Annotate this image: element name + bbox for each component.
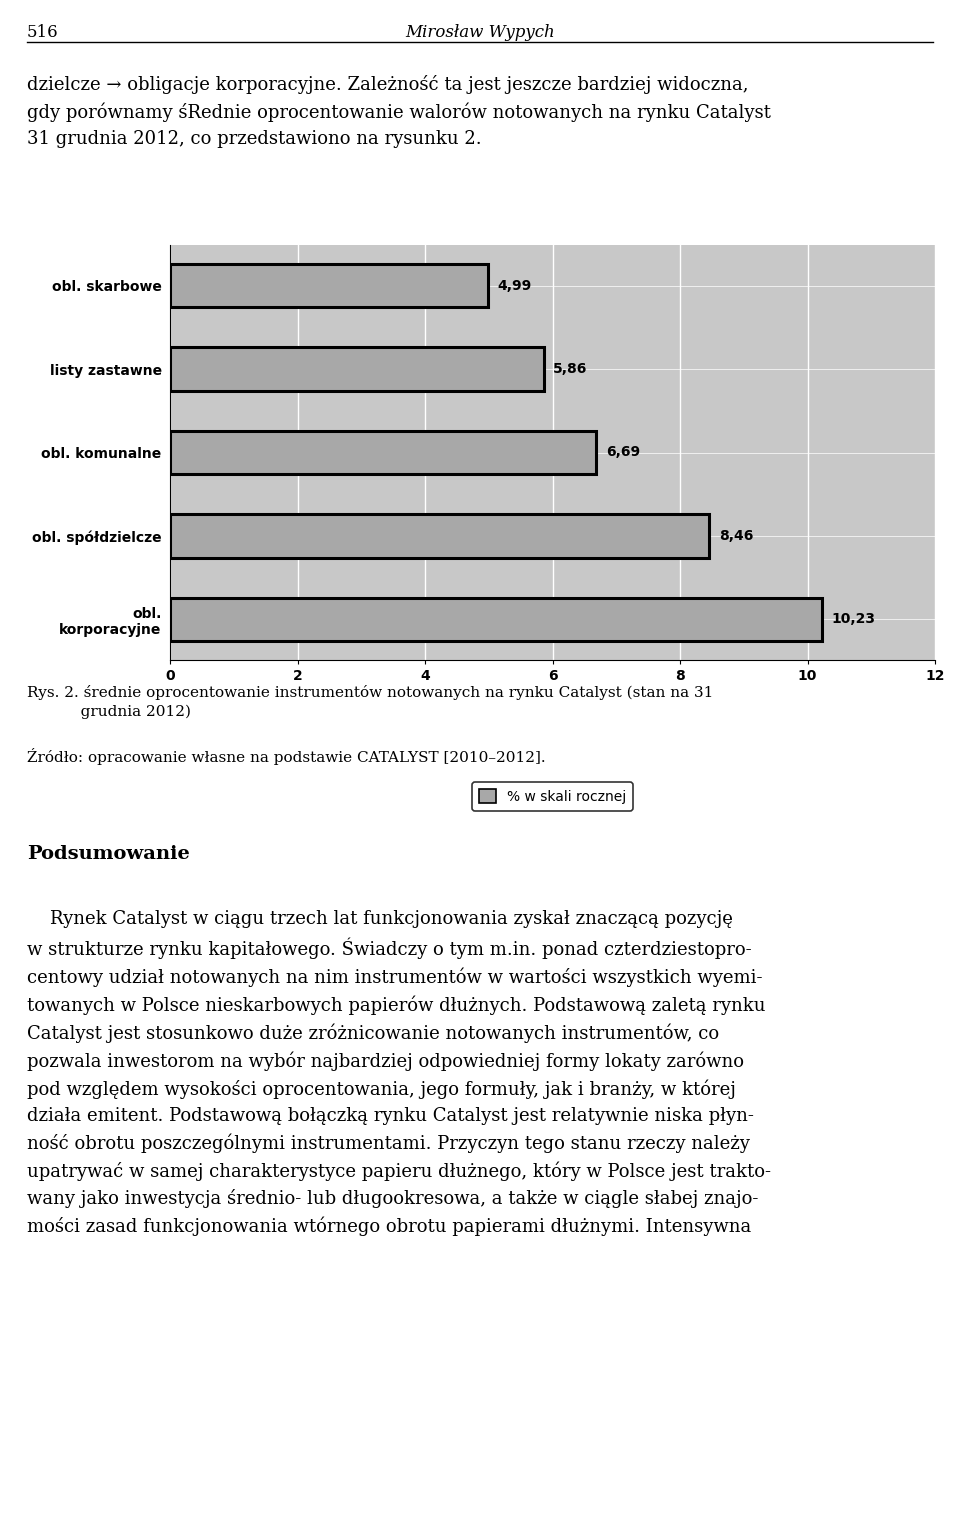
Text: dzielcze → obligacje korporacyjne. Zależność ta jest jeszcze bardziej widoczna,
: dzielcze → obligacje korporacyjne. Zależ… (27, 74, 771, 147)
Text: 10,23: 10,23 (831, 613, 876, 626)
Text: 5,86: 5,86 (553, 362, 588, 375)
Bar (170, 264, 488, 307)
Text: Rynek Catalyst w ciągu trzech lat funkcjonowania zyskał znaczącą pozycję
w struk: Rynek Catalyst w ciągu trzech lat funkcj… (27, 910, 771, 1236)
Bar (170, 430, 596, 474)
Text: 516: 516 (27, 24, 59, 41)
Bar (170, 597, 822, 641)
Text: Mirosław Wypych: Mirosław Wypych (405, 24, 555, 41)
Bar (170, 514, 709, 558)
Text: Źródło: opracowanie własne na podstawie CATALYST [2010–2012].: Źródło: opracowanie własne na podstawie … (27, 748, 545, 765)
Text: Rys. 2. średnie oprocentowanie instrumentów notowanych na rynku Catalyst (stan n: Rys. 2. średnie oprocentowanie instrumen… (27, 686, 713, 719)
Bar (170, 348, 543, 391)
Text: Podsumowanie: Podsumowanie (27, 845, 190, 863)
Text: 4,99: 4,99 (497, 278, 532, 292)
Text: 8,46: 8,46 (719, 529, 754, 543)
Text: 6,69: 6,69 (606, 445, 640, 459)
Legend: % w skali rocznej: % w skali rocznej (472, 783, 633, 810)
